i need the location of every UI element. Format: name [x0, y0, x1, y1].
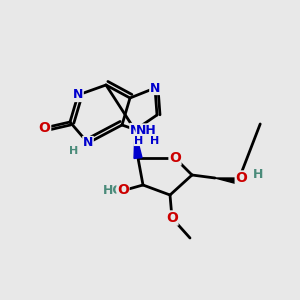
- Text: N: N: [150, 82, 160, 94]
- Text: O: O: [166, 211, 178, 225]
- Text: O: O: [169, 151, 181, 165]
- Text: N: N: [83, 136, 93, 149]
- Polygon shape: [134, 130, 142, 158]
- Text: H: H: [253, 167, 263, 181]
- Text: N: N: [73, 88, 83, 101]
- Text: O: O: [235, 171, 247, 185]
- Text: O: O: [117, 183, 129, 197]
- Text: O: O: [39, 121, 51, 135]
- Polygon shape: [215, 178, 238, 184]
- Text: H: H: [134, 136, 143, 146]
- Text: H: H: [69, 146, 79, 156]
- Text: NH: NH: [136, 124, 157, 137]
- Text: H: H: [150, 136, 159, 146]
- Text: HO: HO: [103, 184, 124, 196]
- Text: N: N: [130, 124, 140, 136]
